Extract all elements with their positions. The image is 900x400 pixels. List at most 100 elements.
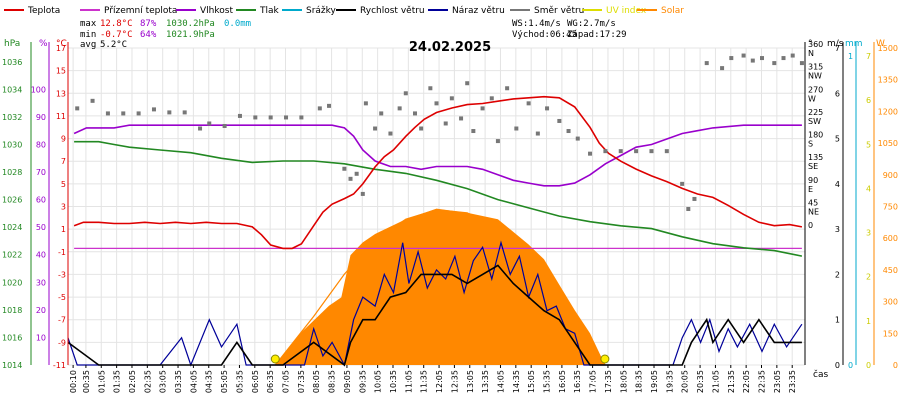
temp-tick-label: -11 <box>53 361 66 370</box>
legend-label: UV index <box>606 6 647 16</box>
uv-tick-label: 7 <box>866 52 871 61</box>
wind-direction-point <box>151 107 156 112</box>
pressure-tick-label: 1020 <box>2 278 22 287</box>
rain-tick-label: 0 <box>848 361 853 370</box>
wind-direction-point <box>772 61 777 66</box>
temp-tick-label: 13 <box>56 89 66 98</box>
stat-max-hum: 87% <box>140 19 157 29</box>
time-tick-label: 08:05 <box>312 370 321 393</box>
time-tick-label: 19:35 <box>665 370 674 393</box>
uv-tick-label: 5 <box>866 140 871 149</box>
wind-direction-point <box>535 131 540 136</box>
legend-label: Přízemní teplota <box>104 6 177 16</box>
humidity-tick-label: 100 <box>31 85 46 94</box>
time-tick-label: 23:35 <box>788 370 797 393</box>
time-tick-label: 18:35 <box>635 370 644 393</box>
legend-label: Solar <box>661 6 684 16</box>
legend: Teplota Přízemní teplota Vlhkost Tlak Srážky… <box>4 6 684 16</box>
wind-gust-line <box>67 240 803 367</box>
rain-unit: mm <box>845 39 863 49</box>
sun-marker <box>600 354 610 364</box>
time-tick-label: 21:35 <box>727 370 736 393</box>
solar-tick-label: 300 <box>883 298 898 307</box>
wind-direction-point <box>299 115 304 120</box>
wind-direction-point <box>327 103 332 108</box>
time-tick-label: 10:35 <box>389 370 398 393</box>
time-tick-label: 08:35 <box>328 370 337 393</box>
direction-tick-label: N <box>808 49 814 58</box>
sun-marker <box>270 354 280 364</box>
temp-tick-label: 3 <box>61 203 66 212</box>
legend-label: Vlhkost <box>200 6 233 16</box>
wind-direction-point <box>443 121 448 126</box>
wind-direction-point <box>741 53 746 58</box>
direction-tick-label: 45 <box>808 199 818 208</box>
solar-tick-label: 1350 <box>878 76 898 85</box>
wind-direction-point <box>121 111 126 116</box>
direction-tick-label: 315 <box>808 63 823 72</box>
wind-direction-point <box>182 110 187 115</box>
time-tick-label: 06:05 <box>251 370 260 393</box>
pressure-line <box>74 140 803 257</box>
time-tick-label: 07:35 <box>297 370 306 393</box>
time-tick-label: 02:35 <box>143 370 152 393</box>
wind-direction-point <box>237 113 242 118</box>
stat-min-hum: 64% <box>140 30 157 40</box>
temp-tick-label: -7 <box>58 316 66 325</box>
wind-direction-point <box>207 121 212 126</box>
wind-direction-point <box>90 98 95 103</box>
wind-direction-point <box>692 196 697 201</box>
wind-direction-point <box>799 61 804 66</box>
wind-direction-point <box>618 149 623 154</box>
solar-tick-label: 450 <box>883 266 898 275</box>
time-tick-label: 12:35 <box>450 370 459 393</box>
solar-tick-label: 1200 <box>878 107 898 116</box>
time-tick-label: 23:05 <box>773 370 782 393</box>
time-tick-label: 07:05 <box>282 370 291 393</box>
time-tick-label: 16:05 <box>558 370 567 393</box>
stat-wg: WG:2.7m/s <box>567 19 616 29</box>
time-tick-label: 05:05 <box>220 370 229 393</box>
legend-label: Srážky <box>306 6 337 16</box>
legend-label: Teplota <box>27 6 60 16</box>
temp-tick-label: 15 <box>56 67 66 76</box>
time-tick-label: 06:35 <box>266 370 275 393</box>
wind-direction-point <box>317 106 322 111</box>
wind-direction-point <box>75 106 80 111</box>
temp-tick-label: 11 <box>56 112 66 121</box>
time-tick-label: 15:05 <box>527 370 536 393</box>
solar-tick-label: 1500 <box>878 44 898 53</box>
time-tick-label: 17:05 <box>589 370 598 393</box>
time-tick-label: 04:35 <box>205 370 214 393</box>
wind-direction-point <box>342 166 347 171</box>
solar-tick-label: 150 <box>883 329 898 338</box>
wind-direction-point <box>348 176 353 181</box>
uv-tick-label: 0 <box>866 361 871 370</box>
wind-direction-point <box>373 126 378 131</box>
wind-tick-label: 3 <box>835 225 840 234</box>
wind-direction-point <box>397 106 402 111</box>
wind-direction-point <box>680 181 685 186</box>
direction-tick-label: 135 <box>808 153 823 162</box>
direction-tick-label: NE <box>808 208 819 217</box>
wind-tick-label: 6 <box>835 89 840 98</box>
time-tick-label: 02:05 <box>128 370 137 393</box>
humidity-tick-label: 70 <box>36 168 46 177</box>
direction-unit: ° <box>808 39 813 49</box>
pressure-tick-label: 1034 <box>2 85 22 94</box>
pressure-tick-label: 1030 <box>2 140 22 149</box>
time-tick-label: 09:35 <box>358 370 367 393</box>
wind-tick-label: 2 <box>835 270 840 279</box>
wind-direction-point <box>136 111 141 116</box>
wind-direction-point <box>360 191 365 196</box>
time-tick-label: 22:35 <box>757 370 766 393</box>
humidity-tick-label: 20 <box>36 306 46 315</box>
time-tick-label: 00:35 <box>82 370 91 393</box>
temperature-line <box>73 95 803 250</box>
wind-direction-point <box>105 111 110 116</box>
stat-max-rain: 0.0mm <box>224 19 251 29</box>
wind-direction-point <box>354 171 359 176</box>
wind-direction-point <box>649 149 654 154</box>
temp-tick-label: 1 <box>61 225 66 234</box>
wind-direction-point <box>434 101 439 106</box>
